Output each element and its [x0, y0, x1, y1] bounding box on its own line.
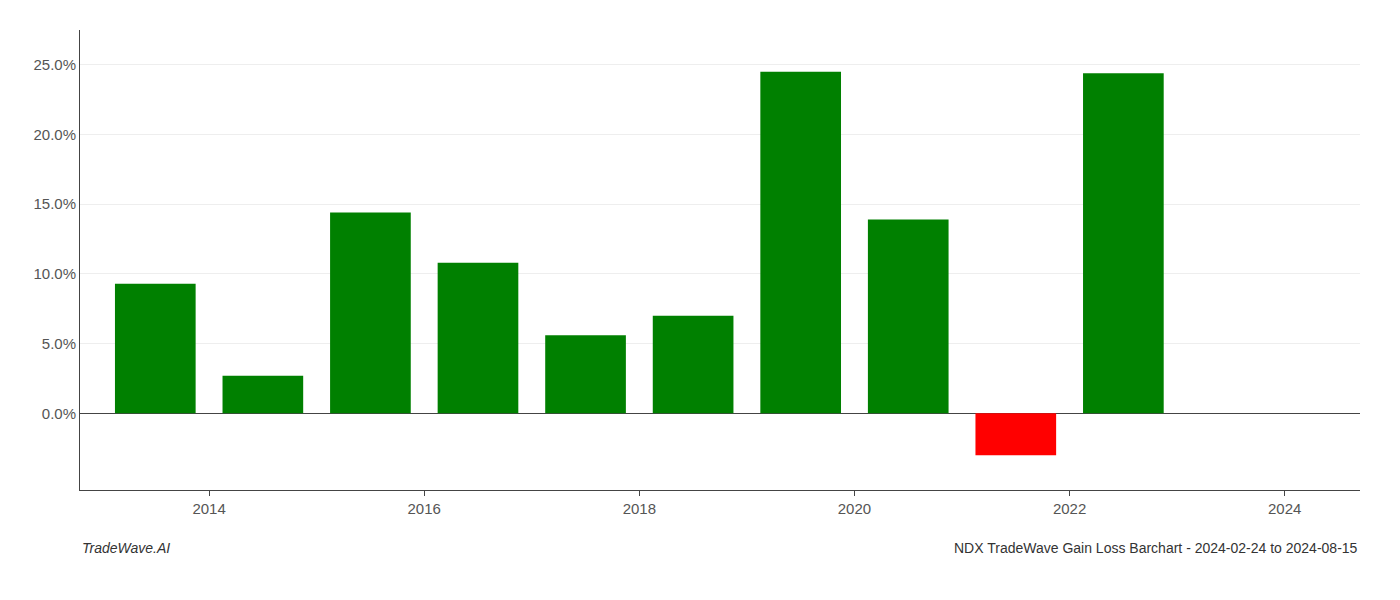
svg-text:5.0%: 5.0%: [42, 335, 76, 352]
svg-text:20.0%: 20.0%: [33, 126, 76, 143]
svg-text:15.0%: 15.0%: [33, 195, 76, 212]
svg-text:2024: 2024: [1268, 500, 1301, 517]
svg-text:2016: 2016: [408, 500, 441, 517]
svg-text:NDX TradeWave Gain Loss Barcha: NDX TradeWave Gain Loss Barchart - 2024-…: [954, 540, 1358, 556]
svg-text:2014: 2014: [192, 500, 225, 517]
svg-text:25.0%: 25.0%: [33, 56, 76, 73]
svg-text:2018: 2018: [623, 500, 656, 517]
svg-text:2022: 2022: [1053, 500, 1086, 517]
svg-text:0.0%: 0.0%: [42, 405, 76, 422]
svg-text:10.0%: 10.0%: [33, 265, 76, 282]
svg-text:TradeWave.AI: TradeWave.AI: [82, 540, 170, 556]
svg-text:2020: 2020: [838, 500, 871, 517]
